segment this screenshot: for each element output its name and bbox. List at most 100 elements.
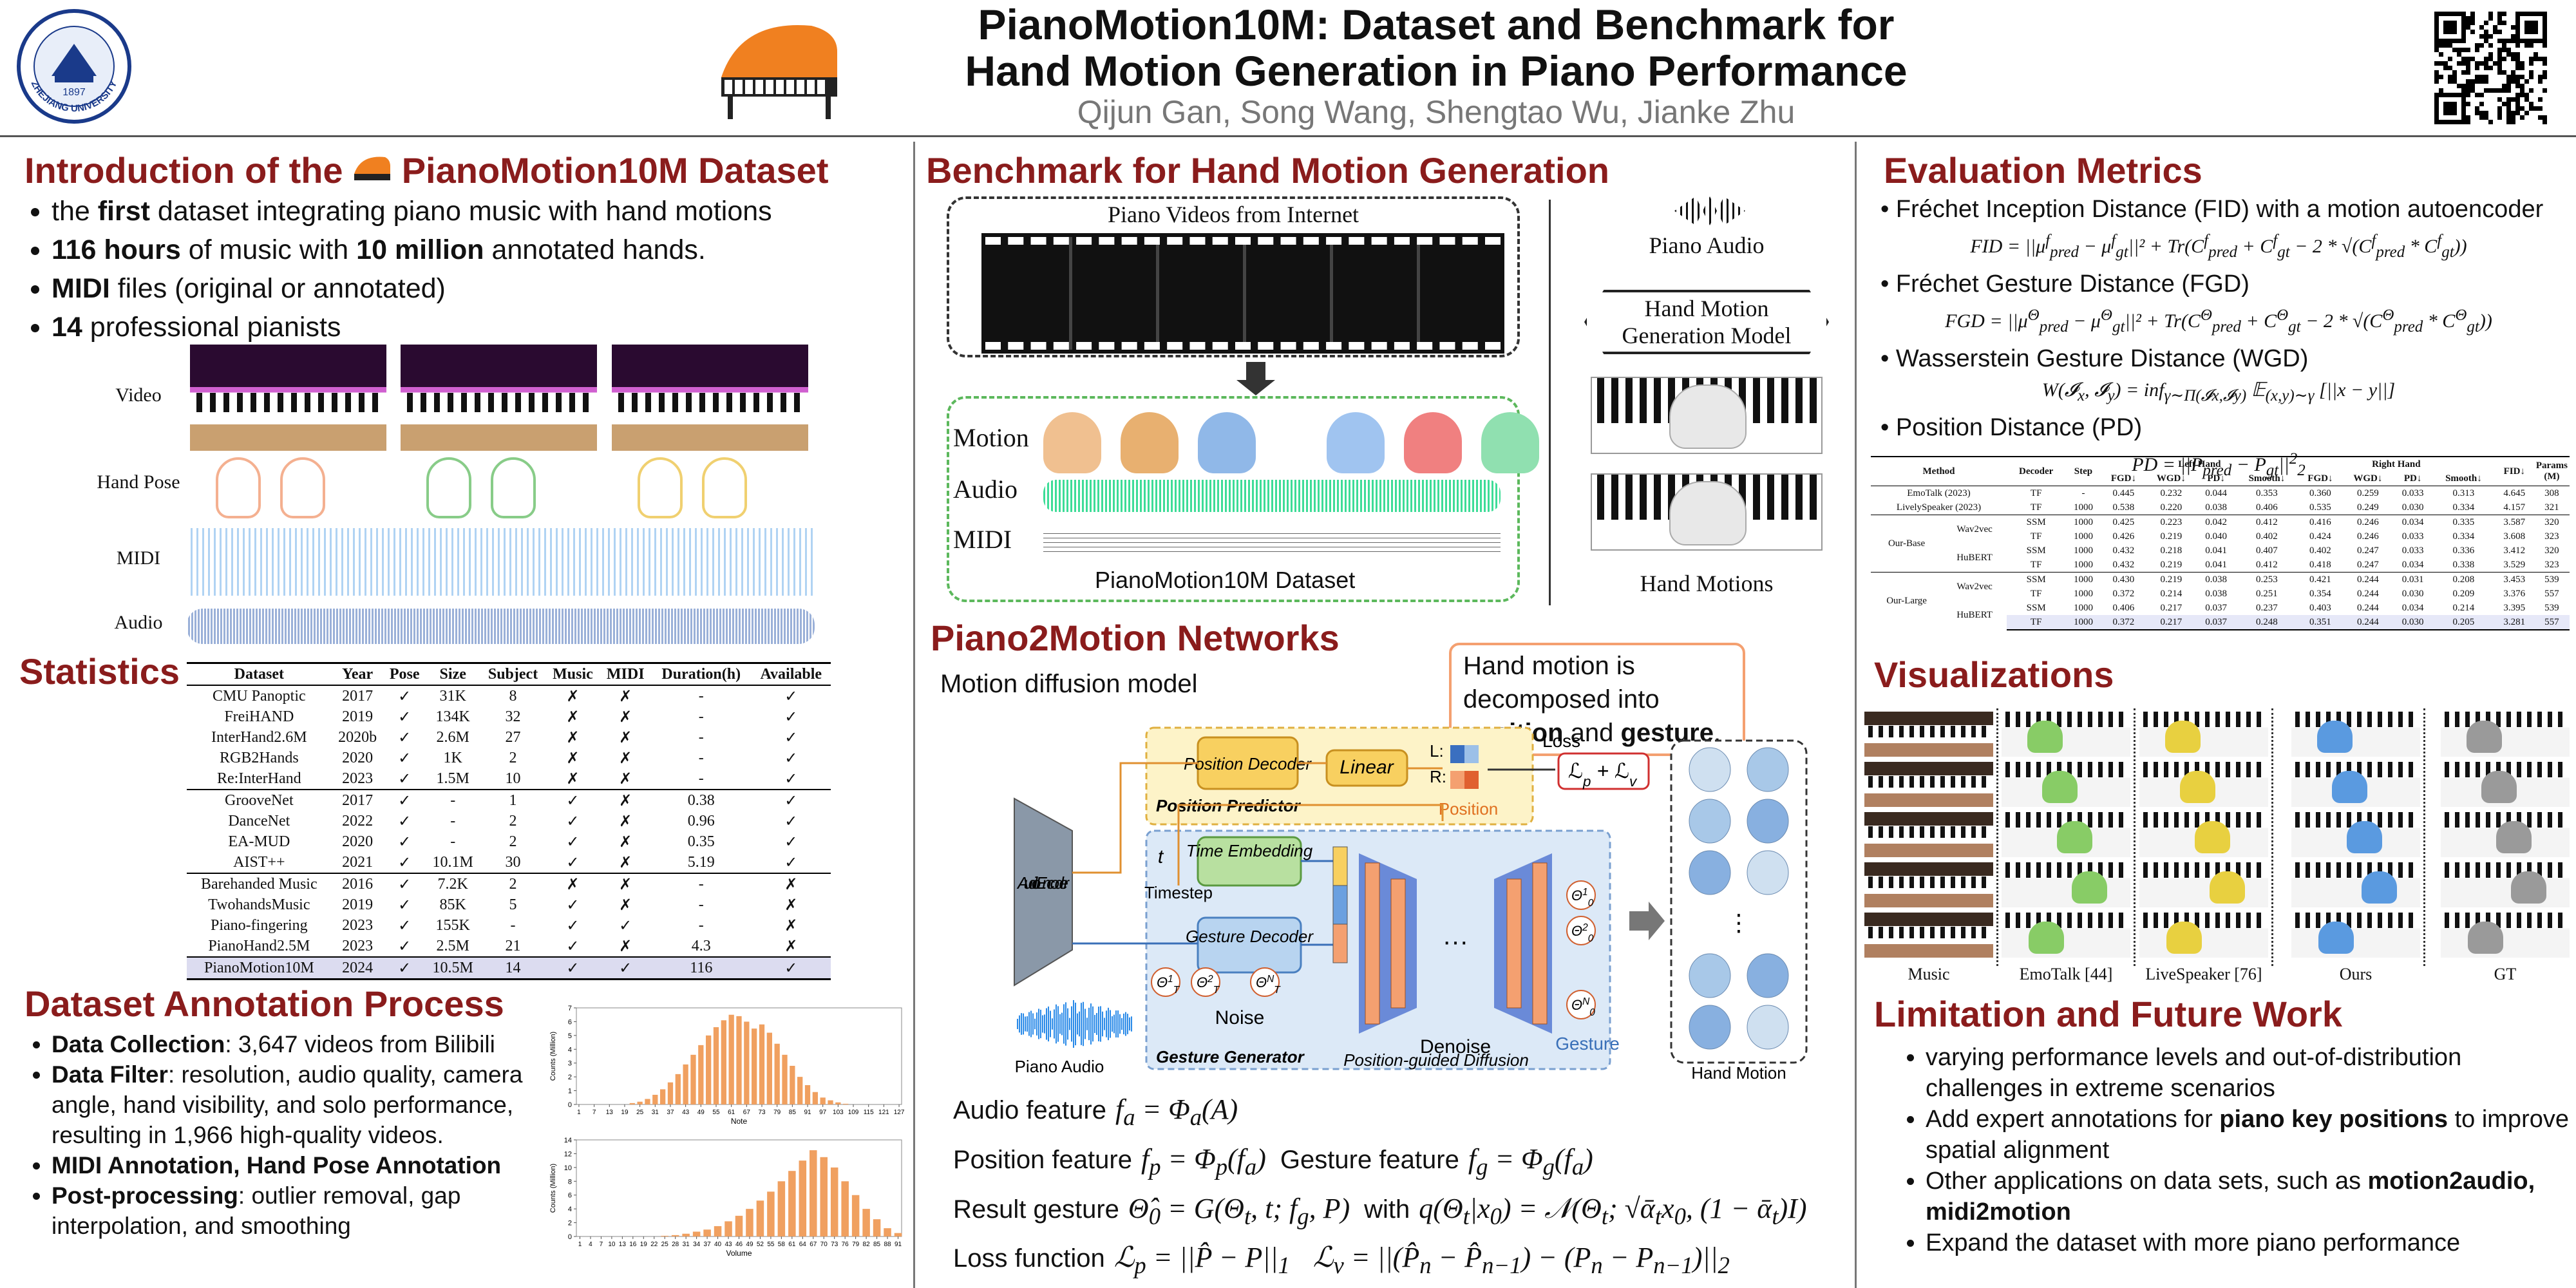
x-tick-label: 13 [606,1109,614,1116]
output-node [1566,880,1596,910]
text-segment: Data Collection [52,1031,225,1057]
piano-key [1909,776,1914,788]
qr-module [2475,61,2479,66]
qr-module [2457,39,2461,43]
piano-key [1909,876,1914,888]
formula-row: Loss function ℒp = ||P̂ − P||1 ℒv = ||(P̂n… [953,1236,1821,1286]
piano-key [767,393,773,412]
piano-render [1591,473,1823,551]
piano-key [1930,826,1935,838]
table-cell: ✓ [784,708,798,726]
y-tick-label: 4 [568,1206,572,1213]
piano-key [1889,726,1893,737]
piano-key [2409,812,2413,828]
qr-module [2511,79,2515,84]
piano-key [618,393,624,412]
model-box: Hand Motion Generation Model [1584,290,1829,354]
qr-module [2452,75,2457,79]
visualization-frame [2139,913,2268,958]
text-segment: = G(Θ [1160,1192,1244,1224]
vector-cell [1464,771,1479,789]
table-cell: 2 [509,812,517,829]
table-header: Smooth↓ [2445,473,2482,484]
piano-key [2558,712,2562,727]
table-cell: 0.040 [2205,531,2228,542]
qr-module [2529,30,2533,34]
piano-key [237,393,243,412]
formula: ℒp = ||P̂ − P||1 [1114,1242,1290,1278]
piano-key [1982,826,1986,838]
qr-module [2461,106,2466,111]
table-cell: ✗ [619,833,632,851]
piano-key [2154,862,2158,878]
concat-block [1332,885,1348,925]
piano-key [407,393,413,412]
table-cell: 2021 [342,853,374,871]
table-cell: 2 [509,749,517,766]
qr-module [2488,43,2493,48]
table-cell: ✓ [545,789,600,811]
table-cell: ✗ [600,789,651,811]
text-segment: n [1591,1252,1603,1279]
piano-key [2409,712,2413,727]
qr-module [2520,88,2524,93]
text-segment: Θ̂ [1128,1192,1149,1224]
piano-key [2306,762,2310,777]
piano-key [2016,862,2020,878]
text-segment: ||² + Tr(C [2128,236,2204,257]
histogram-bar [774,1043,780,1104]
bullet: Other applications on data sets, such as… [1926,1166,2576,1227]
table-cell: LivelySpeaker (2023) [1896,502,1982,513]
qr-module [2448,30,2452,34]
midi-roll [187,528,815,596]
callout: Hand motion is decomposed into position … [1449,643,1745,756]
table-cell: TwohandsMusic [208,896,310,913]
table-cell: HuBERT [1956,552,1993,563]
piano-key [2036,712,2041,727]
qr-module [2439,88,2443,93]
piano-key [2496,913,2501,928]
qr-module [2543,43,2547,48]
x-tick-label: 7 [592,1109,596,1116]
table-cell: ✓ [619,917,632,934]
qr-module [2533,39,2538,43]
text-segment: W(𝓘 [2041,379,2078,401]
piano-key [2143,762,2148,777]
qr-module [2543,21,2547,25]
piano-key [2378,712,2382,727]
text-segment: n [1419,1252,1432,1279]
network-diagram: Audio Encoder Position Decoder Linear L: R: L… [1014,726,1808,1083]
table-cell: 3.412 [2503,545,2526,556]
piano-key [2257,862,2261,878]
histogram-bar [790,1066,795,1104]
qr-module [2434,61,2439,66]
piano-key [1951,726,1955,737]
table-cell: 0.030 [2393,615,2433,630]
table-cell: 0.042 [2196,515,2236,529]
qr-module [2538,97,2543,102]
piano-key [2398,762,2403,777]
piano-key [2465,862,2470,878]
ellipsis: ⋮ [1727,909,1750,936]
piano-key [1753,475,1760,520]
qr-module [2506,97,2511,102]
qr-module [2520,12,2524,16]
qr-module [2475,75,2479,79]
piano-key [2236,762,2240,777]
qr-module [2543,12,2547,16]
piano-key [1940,876,1945,888]
table-cell: 0.237 [2256,602,2278,613]
figure-text: MIDI [953,525,1012,554]
y-tick-label: 6 [568,1192,572,1200]
piano-key [2226,762,2230,777]
table-cell: 0.041 [2205,559,2228,570]
piano-key [2195,913,2199,928]
noise-node [1191,967,1220,997]
piano-key [2506,712,2511,727]
text-segment: , t; f [1251,1192,1298,1224]
table-header: FGD↓ [2110,473,2136,484]
diagram-label: Gesture Generator [1156,1047,1305,1066]
table-header: Dataset [187,662,332,686]
piano-key [556,393,562,412]
table-cell: ✗ [784,938,798,955]
